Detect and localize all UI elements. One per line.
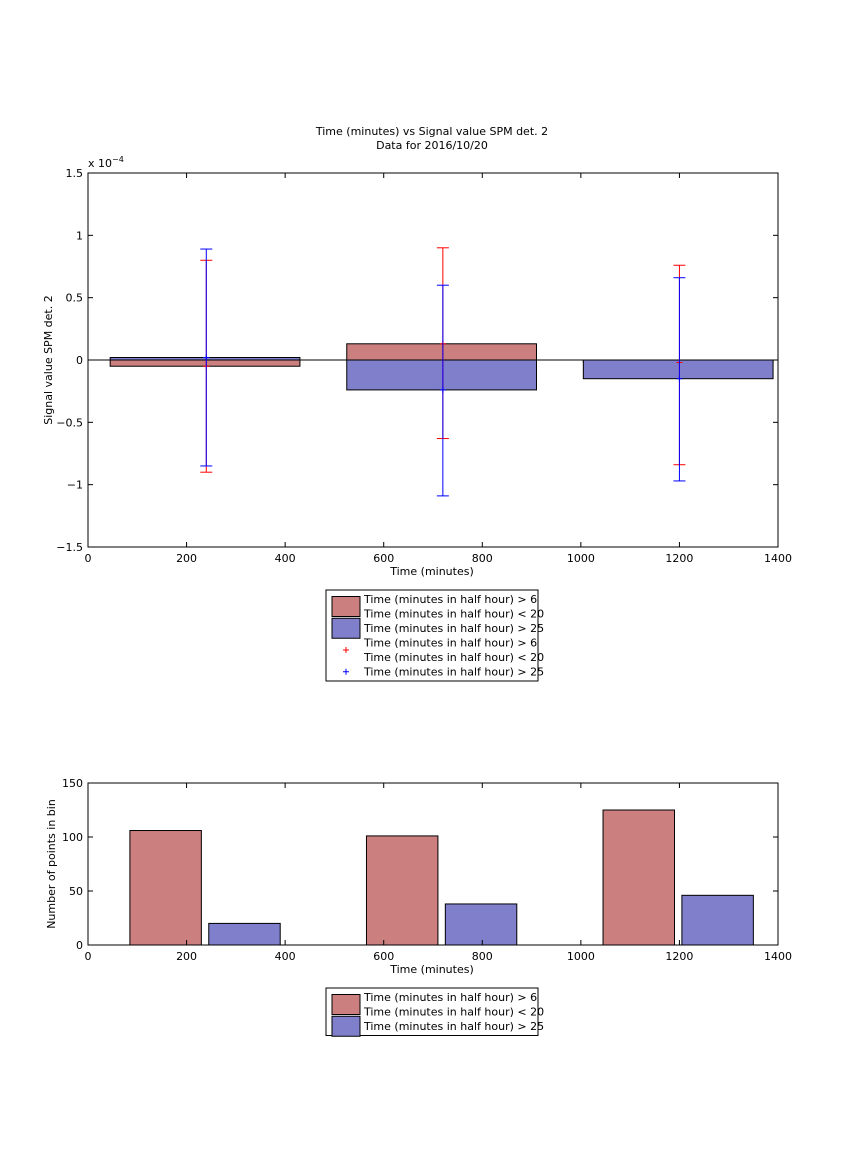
chart1-xlabel: Time (minutes) — [389, 565, 474, 578]
chart1-legend-label: Time (minutes in half hour) > 6 — [363, 637, 537, 650]
chart1-legend-swatch — [331, 617, 361, 639]
chart2-legend-entry: Time (minutes in half hour) > 25 — [331, 1015, 544, 1037]
chart1-errorbar-s1-0 — [200, 248, 213, 467]
chart2-legend-box — [325, 987, 539, 1036]
chart1-legend-box — [325, 589, 539, 682]
chart1-ytick-label: 1 — [76, 229, 83, 242]
chart1-bar-s1-1 — [346, 359, 537, 391]
count-chart: 0 200 400 600 800 1000 1200 1400 0 50 100 150 Time … — [45, 777, 792, 1037]
chart1-subtitle: Data for 2016/10/20 — [376, 139, 488, 152]
chart1-xtick-label: 0 — [85, 552, 92, 565]
chart2-xtick-label: 1200 — [665, 950, 693, 963]
chart2-xtick-label: 400 — [275, 950, 296, 963]
chart1-ytick-label: 0 — [76, 354, 83, 367]
signal-chart: Time (minutes) vs Signal value SPM det. … — [42, 125, 792, 682]
chart2-xtick-label: 1000 — [567, 950, 595, 963]
chart1-bar-s0-1 — [346, 343, 537, 361]
chart2-xlabel: Time (minutes) — [389, 963, 474, 976]
chart1-legend-label: Time (minutes in half hour) < 20 — [363, 651, 544, 664]
chart2-ytick-label: 50 — [69, 885, 83, 898]
chart1-ytick-label: −0.5 — [56, 416, 83, 429]
chart2-xtick-label: 1400 — [764, 950, 792, 963]
chart1-legend-label: Time (minutes in half hour) > 6 — [363, 593, 537, 606]
chart1-legend-label: Time (minutes in half hour) > 25 — [363, 622, 544, 635]
chart2-bar-2 — [365, 835, 439, 946]
chart2-ytick-label: 0 — [76, 939, 83, 952]
chart1-ytick-label: −1.5 — [56, 541, 83, 554]
chart2-ylabel: Number of points in bin — [45, 799, 58, 929]
chart1-legend-swatch — [331, 596, 361, 617]
chart1-errorbar-s1-1 — [436, 284, 449, 497]
y-exponent-power: −4 — [112, 155, 124, 164]
chart2-legend-swatch — [331, 994, 361, 1015]
chart2-xtick-label: 0 — [85, 950, 92, 963]
chart1-bar-s0-0 — [109, 359, 301, 367]
y-exponent-label: x 10−4 — [88, 155, 124, 170]
chart2-legend-entry: Time (minutes in half hour) > 6 Time (min… — [331, 991, 544, 1019]
chart1-legend-entry: Time (minutes in half hour) > 6 Time (min… — [331, 593, 544, 621]
chart2-bar-1 — [208, 922, 281, 946]
chart1-xtick-label: 1400 — [764, 552, 792, 565]
chart1-legend-entry: Time (minutes in half hour) > 25 — [331, 617, 544, 639]
chart1-ytick-label: −1 — [67, 479, 83, 492]
chart1-title: Time (minutes) vs Signal value SPM det. … — [315, 125, 548, 138]
y-exponent-base: x 10 — [88, 157, 112, 170]
chart2-xtick-label: 200 — [176, 950, 197, 963]
chart1-legend-label: Time (minutes in half hour) > 25 — [363, 666, 544, 679]
chart2-ytick-label: 150 — [62, 777, 83, 790]
chart1-xtick-label: 600 — [373, 552, 394, 565]
chart1-xtick-label: 800 — [472, 552, 493, 565]
chart2-legend-label: Time (minutes in half hour) > 25 — [363, 1020, 544, 1033]
chart2-bar-4 — [602, 809, 675, 946]
chart2-bar-5 — [681, 894, 754, 946]
chart1-xtick-label: 1200 — [665, 552, 693, 565]
chart1-ytick-label: 0.5 — [66, 292, 84, 305]
chart2-legend-label: Time (minutes in half hour) > 6 — [363, 991, 537, 1004]
chart1-errorbar-s1-2 — [673, 277, 686, 482]
chart2-ytick-label: 100 — [62, 831, 83, 844]
chart1-ytick-label: 1.5 — [66, 167, 84, 180]
chart2-bar-0 — [129, 830, 202, 946]
chart1-xtick-label: 200 — [176, 552, 197, 565]
chart1-ylabel: Signal value SPM det. 2 — [42, 295, 55, 425]
chart1-xtick-label: 400 — [275, 552, 296, 565]
chart2-legend-swatch — [331, 1015, 361, 1037]
chart2-xtick-label: 800 — [472, 950, 493, 963]
chart1-legend-label: Time (minutes in half hour) < 20 — [363, 608, 544, 621]
chart1-xtick-label: 1000 — [567, 552, 595, 565]
chart2-bar-3 — [444, 903, 518, 946]
chart2-xtick-label: 600 — [373, 950, 394, 963]
chart2-legend-label: Time (minutes in half hour) < 20 — [363, 1006, 544, 1019]
chart1-legend-entry: Time (minutes in half hour) > 25 — [343, 666, 544, 679]
chart2-axes-box — [87, 782, 779, 946]
